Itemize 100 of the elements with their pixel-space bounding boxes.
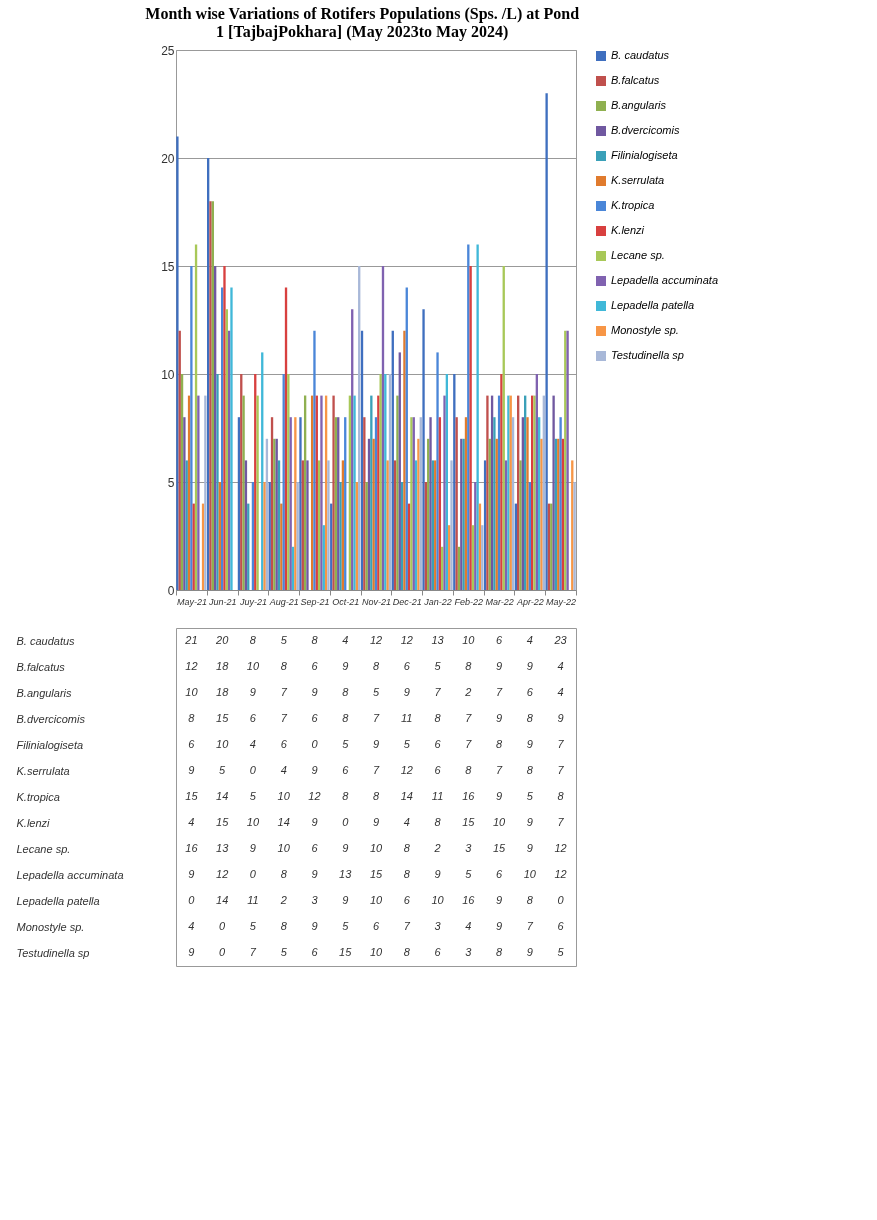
bar [197, 395, 200, 590]
legend-label: B. caudatus [611, 49, 670, 61]
bar [443, 395, 446, 590]
data-label: 6 [434, 738, 442, 750]
data-label: 9 [311, 686, 318, 698]
data-label: 3 [434, 920, 442, 932]
data-label: 6 [342, 764, 350, 776]
x-tick-label: Jun-21 [207, 596, 237, 607]
data-label: 6 [311, 842, 319, 854]
data-label: 9 [311, 764, 318, 776]
bar [176, 136, 179, 590]
data-label: 0 [219, 946, 227, 958]
data-label: 6 [434, 764, 442, 776]
legend-label: Monostyle sp. [611, 324, 679, 336]
bar [436, 352, 439, 590]
bar [417, 438, 420, 590]
bar [294, 417, 297, 590]
data-label: 4 [526, 634, 533, 646]
data-label: 9 [188, 868, 195, 880]
bar [573, 482, 576, 590]
y-tick-label: 15 [161, 259, 175, 274]
data-label: 12 [400, 764, 413, 776]
chart-title: Month wise Variations of Rotifers Populations (Sps. /L) at Pond 1 [TajbajPokhara] (May 2023to May 2024) [145, 4, 580, 41]
data-label: 8 [526, 894, 534, 906]
x-tick-label: May-22 [546, 596, 577, 607]
data-label: 14 [216, 790, 229, 802]
data-label: 7 [249, 946, 257, 958]
y-tick-label: 10 [161, 367, 175, 382]
bar [230, 287, 233, 590]
data-label: 12 [554, 868, 567, 880]
data-label: 9 [526, 738, 533, 750]
bar [545, 93, 548, 590]
data-label: 7 [465, 712, 473, 724]
data-label: 9 [526, 660, 533, 672]
bar [242, 395, 245, 590]
legend-label: B.dvercicomis [611, 124, 680, 136]
bar [287, 374, 290, 590]
data-label: 9 [188, 946, 195, 958]
y-tick-label: 20 [161, 151, 175, 166]
bar [306, 460, 309, 590]
data-label: 12 [308, 790, 321, 802]
data-label: 9 [496, 920, 503, 932]
data-label: 20 [215, 634, 230, 646]
bar [299, 417, 302, 590]
bar [370, 395, 373, 590]
legend-label: Lepadella patella [611, 299, 695, 311]
bar [559, 417, 562, 590]
bar [519, 460, 522, 590]
text: B.falcatus [16, 660, 65, 673]
data-label: 12 [369, 634, 383, 646]
x-tick-label: Jan-22 [423, 596, 452, 607]
data-label: 5 [465, 868, 473, 880]
data-label: 2 [433, 842, 441, 854]
data-label: 7 [557, 816, 565, 828]
data-label: 10 [369, 946, 383, 958]
data-label: 14 [216, 894, 229, 906]
data-label: 7 [557, 764, 565, 776]
bar [204, 395, 207, 590]
data-label: 9 [342, 660, 349, 672]
data-label: 13 [216, 842, 230, 854]
bar [339, 482, 342, 590]
data-label: 10 [431, 894, 445, 906]
data-label: 4 [557, 686, 564, 698]
data-label: 8 [465, 764, 473, 776]
data-label: 9 [496, 712, 503, 724]
data-label: 8 [496, 946, 504, 958]
data-label: 10 [185, 686, 199, 698]
data-label: 14 [400, 790, 413, 802]
data-label: 6 [496, 634, 504, 646]
data-label: 9 [434, 868, 441, 880]
data-label: 9 [188, 764, 195, 776]
data-label: 8 [342, 790, 350, 802]
data-label: 8 [434, 712, 442, 724]
legend-label: Lecane sp. [611, 249, 665, 261]
bar [469, 266, 472, 590]
bar [223, 266, 226, 590]
bar [327, 460, 330, 590]
text: Monostyle sp. [16, 920, 85, 933]
data-label: 9 [526, 946, 533, 958]
data-label: 8 [403, 946, 411, 958]
data-label: 5 [434, 660, 442, 672]
data-label: 6 [434, 946, 442, 958]
data-label: 6 [280, 738, 288, 750]
bar [280, 503, 283, 590]
x-tick-label: Nov-21 [361, 596, 392, 607]
data-label: 0 [249, 764, 257, 776]
data-label: 8 [496, 738, 504, 750]
data-label: 21 [184, 634, 198, 646]
bar [216, 374, 219, 590]
legend-label: B.falcatus [611, 74, 660, 86]
text: Filinialogiseta [16, 738, 84, 751]
data-label: 8 [249, 634, 257, 646]
bar [183, 417, 186, 590]
bar [396, 395, 399, 590]
legend-label: K.serrulata [611, 174, 665, 186]
x-tick-label: Feb-22 [454, 596, 484, 607]
data-label: 7 [526, 920, 534, 932]
data-label: 15 [492, 842, 507, 854]
data-label: 8 [557, 790, 565, 802]
data-label: 9 [496, 660, 503, 672]
